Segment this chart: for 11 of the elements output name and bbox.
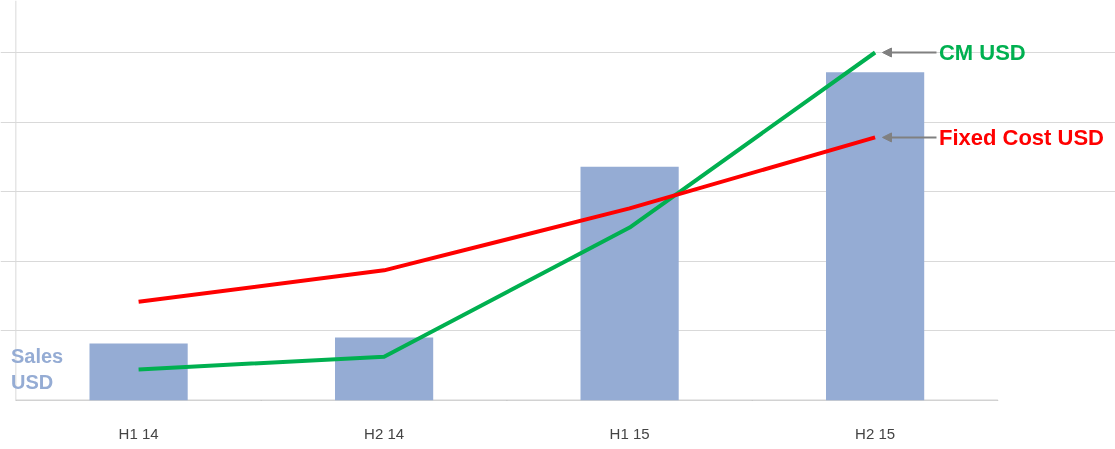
bar bbox=[335, 337, 434, 401]
x-tick-label: H2 14 bbox=[364, 424, 405, 442]
series-label: Sales USD bbox=[10, 344, 64, 394]
legend-label: CM USD bbox=[938, 40, 1026, 65]
bar bbox=[89, 343, 188, 401]
bar bbox=[580, 166, 679, 401]
x-tick-label: H1 14 bbox=[118, 424, 159, 442]
x-tick-label: H2 15 bbox=[855, 424, 896, 442]
bar bbox=[826, 72, 925, 401]
x-tick-label: H1 15 bbox=[609, 424, 650, 442]
legend-label: Fixed Cost USD bbox=[938, 124, 1104, 150]
